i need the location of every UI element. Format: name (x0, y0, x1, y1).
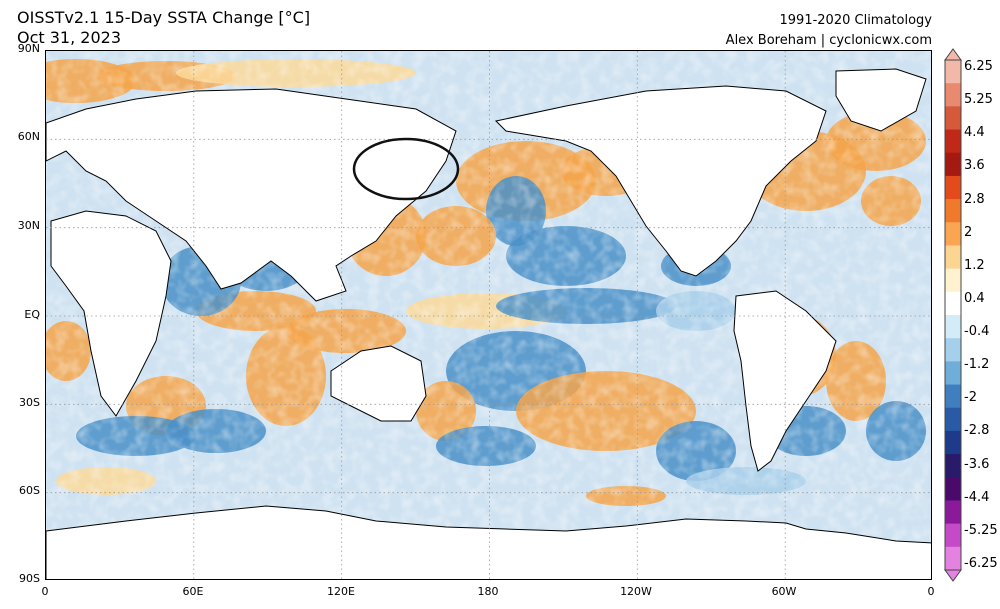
colorbar-frame (944, 59, 962, 571)
colorbar-tick-label: -6.25 (964, 556, 998, 571)
colorbar-tick-label: -2 (964, 390, 977, 406)
map-title: OISSTv2.1 15-Day SSTA Change [°C] Oct 31… (17, 8, 310, 48)
colorbar-tick-label: -1.2 (964, 357, 990, 373)
colorbar-tick-label: -2.8 (964, 423, 990, 439)
colorbar-tick-label: 5.25 (964, 92, 993, 108)
antarctica-land (46, 505, 931, 579)
colorbar-swatch (945, 430, 961, 455)
lon-label: 0 (927, 585, 935, 598)
colorbar-tick-label: 0.4 (964, 290, 985, 306)
colorbar-tick-label: 2 (964, 224, 973, 240)
colorbar-tick-label: 1.2 (964, 257, 985, 273)
colorbar-swatch (945, 407, 961, 432)
lon-label: 120E (327, 585, 355, 598)
colorbar-swatch (945, 500, 961, 525)
map-panel (45, 50, 932, 580)
credit-line-1: 1991-2020 Climatology (779, 13, 932, 28)
eurasia-land (46, 88, 457, 302)
colorbar-swatch (945, 477, 961, 501)
colorbar-swatch (945, 454, 961, 478)
colorbar-swatch (945, 361, 961, 386)
lat-label: 30N (17, 219, 40, 232)
colorbar-tick-label: 6.25 (964, 59, 993, 74)
lon-label: 60W (771, 585, 797, 598)
lon-label: 120W (620, 585, 652, 598)
colorbar-tick-label: -0.4 (964, 324, 990, 340)
colorbar-tick-label: 4.4 (964, 125, 985, 141)
greenland-land (835, 68, 927, 132)
lat-label: 90S (19, 572, 40, 585)
lat-label: 90N (17, 42, 40, 55)
colorbar-tick-label: 3.6 (964, 158, 985, 174)
lat-label: EQ (24, 308, 40, 321)
highlight-circle (352, 137, 460, 201)
colorbar-swatch (945, 152, 961, 177)
colorbar-swatch (945, 245, 961, 270)
lon-label: 0 (41, 585, 49, 598)
colorbar-swatch (945, 546, 961, 571)
landmasses (46, 68, 931, 579)
lon-label: 60E (182, 585, 204, 598)
credit-block: 1991-2020 Climatology Alex Boreham | cyc… (726, 11, 932, 51)
colorbar-swatch (945, 338, 961, 362)
title-line-1: OISSTv2.1 15-Day SSTA Change [°C] (17, 8, 311, 27)
colorbar (944, 48, 962, 582)
anomaly-map (46, 51, 931, 579)
colorbar-swatch (945, 175, 961, 200)
colorbar-bottom-arrow (944, 569, 962, 582)
north-america-land (494, 85, 827, 277)
colorbar-tick-label: 2.8 (964, 191, 985, 207)
graticule (46, 51, 931, 579)
lat-label: 60S (19, 484, 40, 497)
colorbar-swatch (945, 384, 961, 409)
colorbar-swatch (945, 222, 961, 246)
colorbar-tick-label: -3.6 (964, 456, 990, 472)
lat-label: 30S (19, 396, 40, 409)
lon-label: 180 (477, 585, 499, 598)
title-line-2: Oct 31, 2023 (17, 28, 121, 47)
colorbar-tick-label: -5.25 (964, 522, 998, 538)
lat-label: 60N (17, 130, 40, 143)
colorbar-swatch (945, 291, 961, 316)
colorbar-swatch (945, 199, 961, 223)
colorbar-swatch (945, 315, 961, 339)
colorbar-swatch (945, 106, 961, 131)
colorbar-swatch (945, 523, 961, 548)
colorbar-swatch (945, 83, 961, 107)
colorbar-swatch (945, 60, 961, 84)
colorbar-swatch (945, 129, 961, 154)
colorbar-swatch (945, 268, 961, 293)
credit-line-2: Alex Boreham | cyclonicwx.com (725, 33, 932, 48)
colorbar-top-arrow (944, 48, 962, 61)
colorbar-tick-label: -4.4 (964, 489, 990, 505)
africa-land (50, 210, 172, 417)
australia-land (330, 345, 427, 422)
